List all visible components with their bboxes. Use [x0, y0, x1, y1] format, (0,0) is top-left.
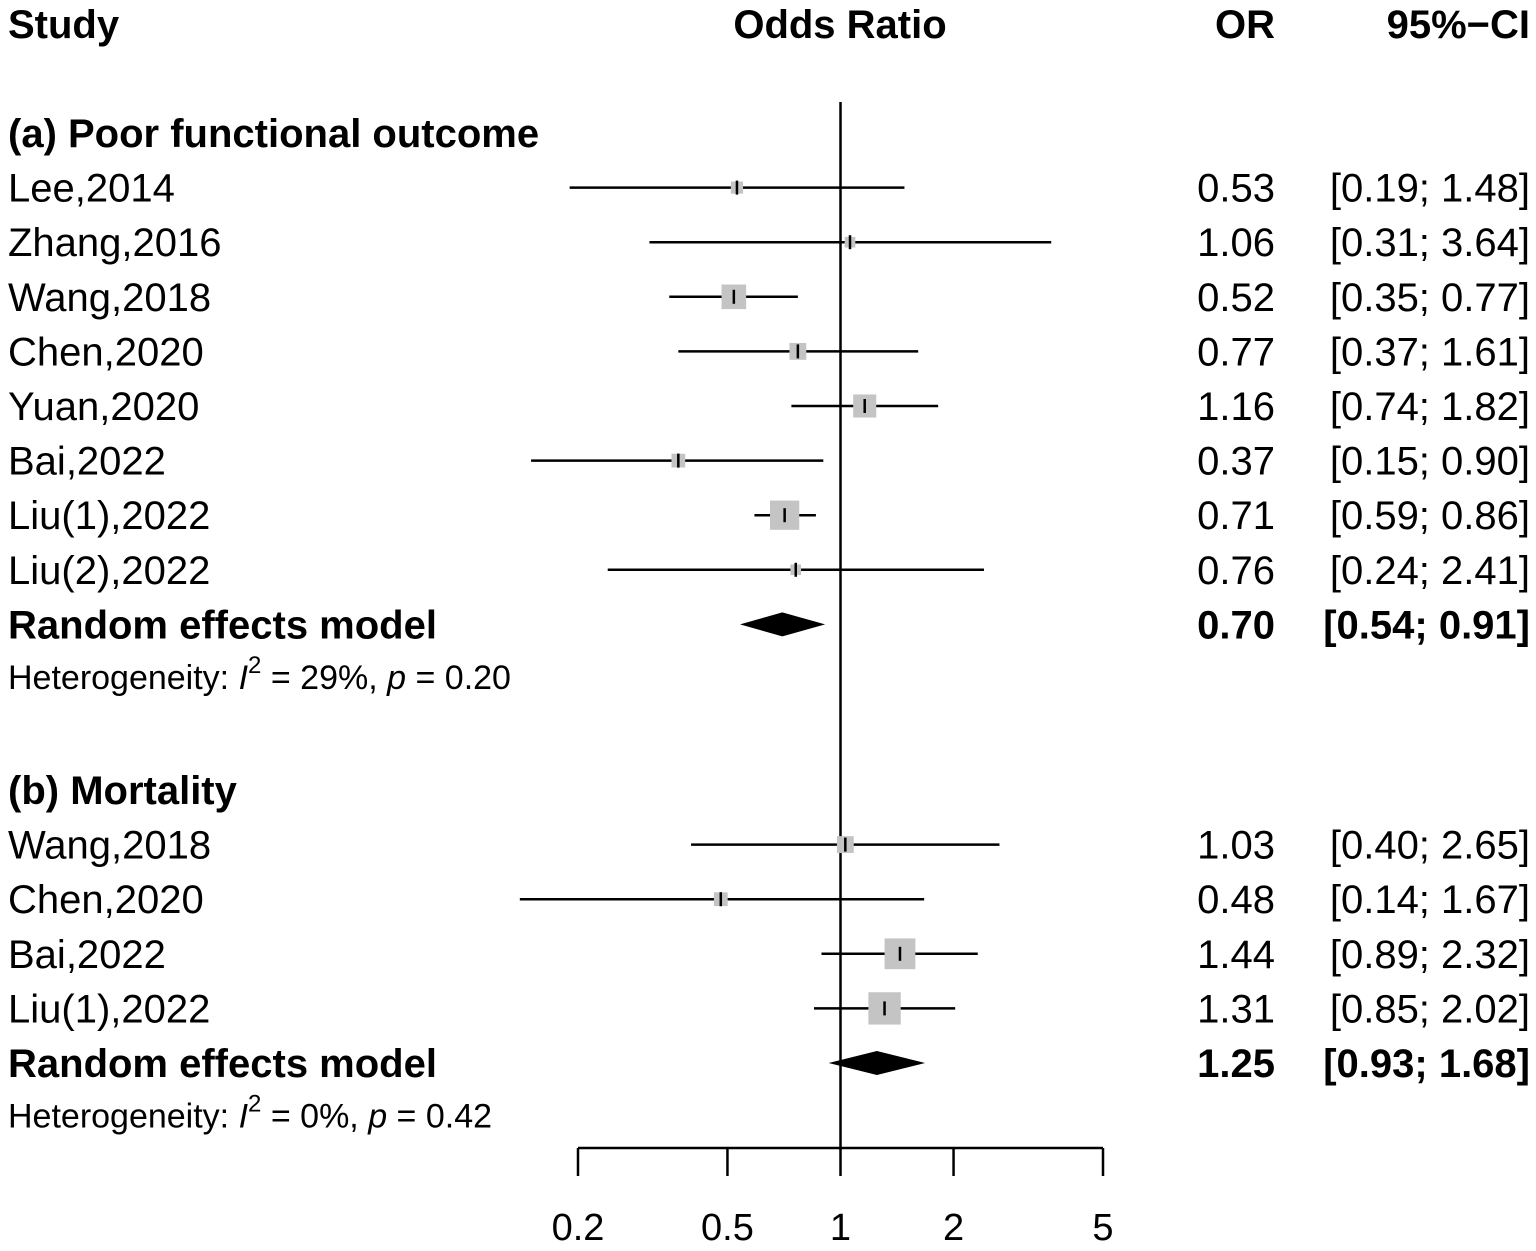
study-label: Liu(1),2022 [8, 494, 210, 538]
ci-value: [0.35; 0.77] [1330, 276, 1530, 320]
pooled-label: Random effects model [8, 603, 437, 647]
pooled-label: Random effects model [8, 1042, 437, 1086]
study-label: Chen,2020 [8, 330, 204, 374]
ci-value: [0.19; 1.48] [1330, 167, 1530, 211]
x-tick-label: 0.5 [701, 1207, 754, 1249]
or-value: 1.06 [1197, 221, 1275, 265]
pooled-ci-value: [0.54; 0.91] [1323, 603, 1530, 647]
x-tick-label: 1 [830, 1207, 851, 1249]
study-label: Zhang,2016 [8, 221, 222, 265]
ci-value: [0.40; 2.65] [1330, 824, 1530, 868]
study-label: Liu(1),2022 [8, 987, 210, 1031]
x-tick-label: 5 [1092, 1207, 1113, 1249]
heterogeneity-text: Heterogeneity: I2 = 29%, p = 0.20 [8, 652, 511, 697]
or-value: 1.31 [1197, 987, 1275, 1031]
study-label: Bai,2022 [8, 933, 166, 977]
ci-value: [0.24; 2.41] [1330, 549, 1530, 593]
or-value: 0.76 [1197, 549, 1275, 593]
study-label: Bai,2022 [8, 440, 166, 484]
ci-value: [0.37; 1.61] [1330, 330, 1530, 374]
study-label: Liu(2),2022 [8, 549, 210, 593]
study-label: Wang,2018 [8, 276, 211, 320]
pooled-or-value: 0.70 [1197, 603, 1275, 647]
pooled-diamond [739, 612, 826, 637]
pooled-or-value: 1.25 [1197, 1042, 1275, 1086]
or-value: 0.71 [1197, 494, 1275, 538]
x-tick-label: 0.2 [552, 1207, 605, 1249]
pooled-ci-value: [0.93; 1.68] [1323, 1042, 1530, 1086]
or-value: 0.53 [1197, 167, 1275, 211]
or-value: 0.52 [1197, 276, 1275, 320]
or-value: 0.48 [1197, 878, 1275, 922]
header-or: OR [1215, 3, 1275, 47]
x-tick-label: 2 [943, 1207, 964, 1249]
or-value: 1.44 [1197, 933, 1275, 977]
or-value: 1.16 [1197, 385, 1275, 429]
pooled-diamond [828, 1051, 926, 1075]
group-title: (a) Poor functional outcome [8, 112, 539, 156]
group-title: (b) Mortality [8, 769, 238, 813]
ci-value: [0.85; 2.02] [1330, 987, 1530, 1031]
header-ci: 95%−CI [1387, 3, 1530, 47]
study-label: Yuan,2020 [8, 385, 199, 429]
or-value: 1.03 [1197, 824, 1275, 868]
or-value: 0.77 [1197, 330, 1275, 374]
or-value: 0.37 [1197, 440, 1275, 484]
ci-value: [0.14; 1.67] [1330, 878, 1530, 922]
ci-value: [0.59; 0.86] [1330, 494, 1530, 538]
ci-value: [0.15; 0.90] [1330, 440, 1530, 484]
study-label: Wang,2018 [8, 824, 211, 868]
ci-value: [0.31; 3.64] [1330, 221, 1530, 265]
ci-value: [0.89; 2.32] [1330, 933, 1530, 977]
study-label: Lee,2014 [8, 167, 175, 211]
heterogeneity-text: Heterogeneity: I2 = 0%, p = 0.42 [8, 1091, 492, 1136]
header-odds-ratio: Odds Ratio [733, 3, 946, 47]
header-study: Study [8, 3, 120, 47]
plot-area: (a) Poor functional outcome Lee,2014 0.53 [… [8, 102, 1530, 1249]
study-label: Chen,2020 [8, 878, 204, 922]
ci-value: [0.74; 1.82] [1330, 385, 1530, 429]
